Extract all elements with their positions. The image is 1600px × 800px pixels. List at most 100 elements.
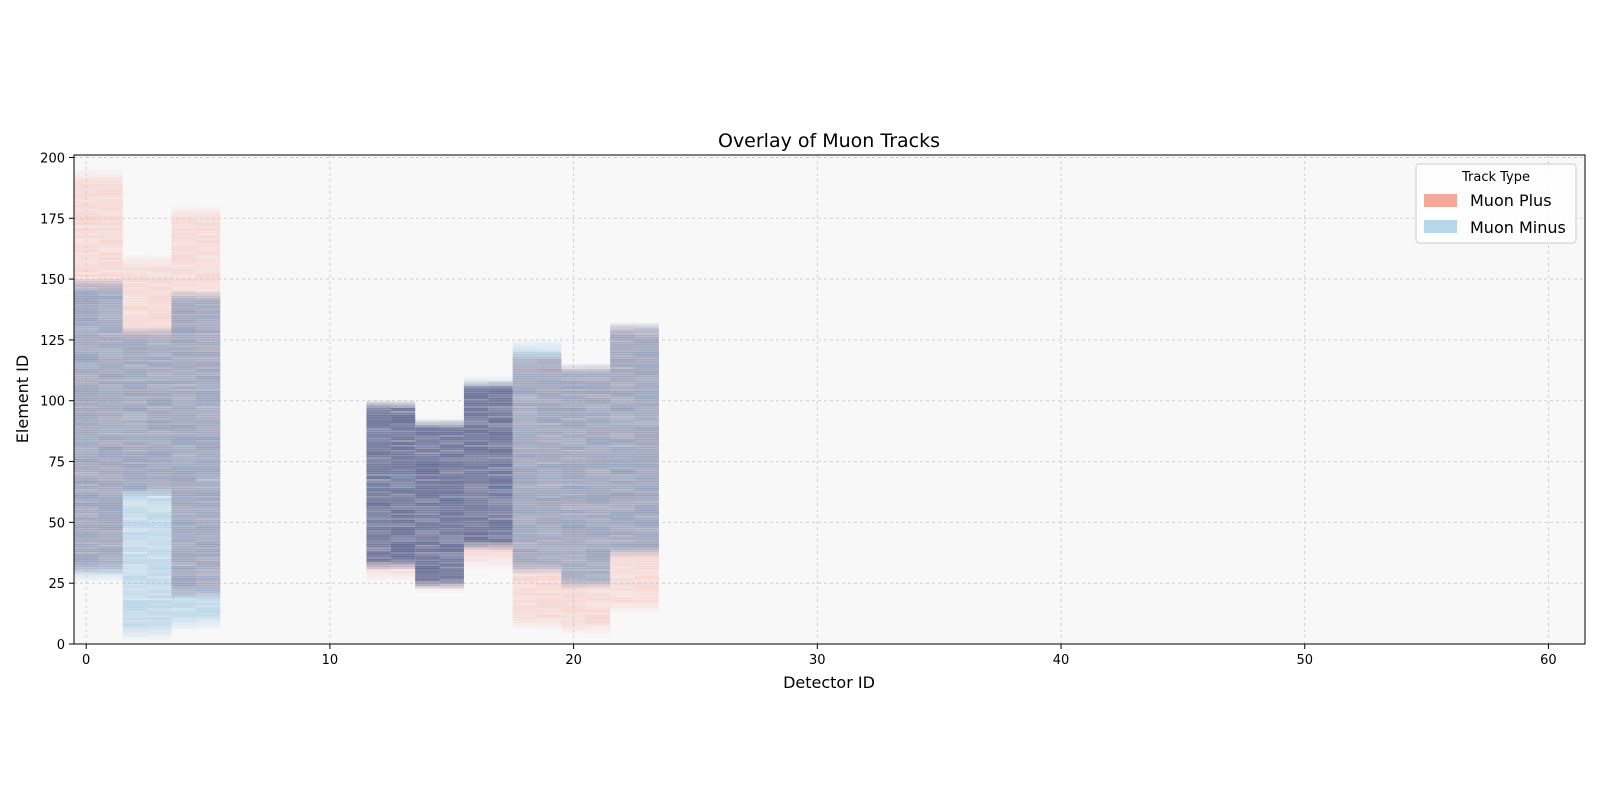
- track-strip: [147, 369, 172, 372]
- track-strip: [147, 442, 172, 445]
- track-strip: [610, 476, 635, 479]
- track-strip: [171, 566, 196, 569]
- overlap-strip: [195, 578, 221, 582]
- track-strip: [98, 395, 123, 399]
- detector-column: [195, 206, 221, 630]
- overlap-strip: [171, 291, 196, 295]
- overlap-strip: [171, 371, 196, 375]
- overlap-strip: [74, 388, 99, 392]
- track-strip: [195, 298, 221, 302]
- overlap-strip: [98, 544, 123, 548]
- overlap-strip: [561, 551, 586, 555]
- track-strip: [488, 536, 513, 540]
- track-strip: [488, 488, 513, 492]
- track-strip: [74, 478, 99, 482]
- track-strip: [98, 483, 123, 487]
- overlap-strip: [74, 371, 99, 375]
- track-strip: [195, 283, 221, 287]
- track-strip: [171, 451, 196, 455]
- track-strip: [147, 429, 172, 433]
- track-strip: [147, 288, 172, 292]
- overlap-strip: [488, 471, 513, 475]
- overlap-strip: [147, 352, 172, 355]
- track-strip: [610, 505, 635, 509]
- track-strip: [98, 303, 123, 307]
- track-strip: [537, 383, 562, 387]
- track-strip: [74, 461, 99, 465]
- track-strip: [610, 556, 635, 560]
- overlap-strip: [98, 444, 123, 448]
- track-strip: [561, 600, 586, 604]
- track-strip: [195, 305, 221, 309]
- track-strip: [122, 432, 148, 436]
- overlap-strip: [561, 575, 586, 579]
- track-strip: [122, 303, 148, 307]
- track-strip: [512, 366, 538, 370]
- track-strip: [561, 495, 586, 499]
- overlap-strip: [463, 390, 489, 394]
- track-strip: [98, 344, 123, 348]
- track-strip: [195, 276, 221, 280]
- track-strip: [537, 549, 562, 552]
- track-strip: [585, 459, 611, 462]
- track-strip: [74, 176, 99, 180]
- track-strip: [195, 432, 221, 436]
- track-strip: [366, 400, 391, 404]
- track-strip: [98, 563, 123, 567]
- track-strip: [415, 512, 440, 516]
- overlap-strip: [74, 498, 99, 501]
- overlap-strip: [171, 556, 196, 560]
- overlap-strip: [195, 364, 221, 368]
- track-strip: [74, 459, 99, 462]
- overlap-strip: [561, 376, 586, 380]
- overlap-strip: [366, 444, 391, 448]
- overlap-strip: [171, 585, 196, 589]
- track-strip: [171, 210, 196, 214]
- track-strip: [74, 578, 99, 582]
- track-strip: [463, 519, 489, 523]
- track-strip: [195, 485, 221, 489]
- track-strip: [122, 614, 148, 618]
- overlap-strip: [195, 524, 221, 528]
- track-strip: [610, 558, 635, 562]
- track-strip: [122, 325, 148, 329]
- track-strip: [585, 532, 611, 535]
- overlap-strip: [74, 510, 99, 514]
- track-strip: [537, 442, 562, 445]
- overlap-strip: [585, 568, 611, 572]
- track-strip: [366, 510, 391, 514]
- track-strip: [171, 320, 196, 324]
- overlap-strip: [463, 454, 489, 458]
- overlap-strip: [390, 466, 416, 470]
- track-strip: [98, 446, 123, 450]
- track-strip: [610, 327, 635, 331]
- track-strip: [561, 527, 586, 531]
- overlap-strip: [463, 434, 489, 438]
- track-strip: [74, 412, 99, 416]
- track-strip: [512, 403, 538, 406]
- overlap-strip: [98, 471, 123, 475]
- track-strip: [610, 376, 635, 380]
- track-strip: [195, 437, 221, 441]
- track-strip: [171, 405, 196, 409]
- track-strip: [561, 515, 586, 518]
- overlap-strip: [171, 400, 196, 404]
- track-strip: [561, 585, 586, 589]
- track-strip: [415, 459, 440, 462]
- track-strip: [122, 549, 148, 552]
- track-strip: [561, 490, 586, 494]
- track-strip: [171, 298, 196, 302]
- track-strip: [512, 488, 538, 492]
- track-strip: [171, 383, 196, 387]
- overlap-strip: [122, 359, 148, 363]
- overlap-strip: [415, 442, 440, 445]
- overlap-strip: [195, 563, 221, 567]
- track-strip: [512, 556, 538, 560]
- track-strip: [74, 517, 99, 521]
- track-strip: [171, 398, 196, 402]
- overlap-strip: [585, 468, 611, 472]
- track-strip: [488, 422, 513, 426]
- track-strip: [390, 558, 416, 562]
- track-strip: [122, 386, 148, 389]
- track-strip: [98, 310, 123, 314]
